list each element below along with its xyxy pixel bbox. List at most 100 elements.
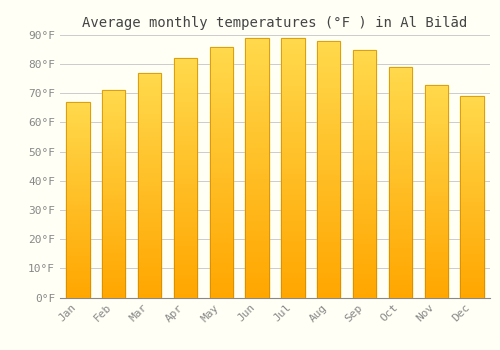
Bar [282,90,304,95]
Bar [174,111,197,116]
Bar [138,154,161,158]
Bar [66,176,90,180]
Bar [424,187,448,191]
Bar [317,82,340,87]
Bar [102,244,126,248]
Bar [246,282,268,287]
Bar [389,146,412,150]
Bar [353,228,376,233]
Bar [282,168,304,173]
Bar [102,119,126,124]
Bar [174,163,197,168]
Bar [138,163,161,167]
Bar [66,164,90,168]
Bar [424,293,448,298]
Bar [174,278,197,283]
Bar [460,197,483,201]
Bar [282,48,304,54]
Bar [210,237,233,242]
Bar [174,288,197,293]
Bar [317,133,340,138]
Bar [460,277,483,281]
Bar [210,47,233,298]
Bar [317,92,340,97]
Bar [246,79,268,85]
Bar [66,110,90,114]
Bar [317,138,340,143]
Bar [460,164,483,169]
Bar [317,107,340,113]
Bar [353,119,376,124]
Bar [138,127,161,131]
Bar [389,99,412,104]
Bar [174,226,197,231]
Bar [210,152,233,157]
Bar [424,153,448,157]
Bar [102,227,126,231]
Bar [424,148,448,153]
Bar [138,158,161,163]
Bar [102,190,126,194]
Bar [389,155,412,159]
Bar [246,38,268,43]
Bar [353,174,376,178]
Bar [66,153,90,157]
Bar [317,236,340,241]
Bar [460,217,483,221]
Bar [317,103,340,107]
Bar [424,212,448,217]
Bar [138,73,161,298]
Bar [174,116,197,120]
Bar [389,228,412,233]
Bar [317,246,340,251]
Bar [246,199,268,204]
Bar [282,194,304,199]
Bar [282,111,304,116]
Bar [138,230,161,235]
Bar [246,183,268,188]
Bar [389,141,412,146]
Bar [353,50,376,298]
Bar [282,152,304,158]
Bar [138,140,161,145]
Bar [460,189,483,193]
Bar [66,270,90,274]
Bar [102,107,126,111]
Bar [174,63,197,68]
Bar [66,231,90,235]
Bar [317,51,340,56]
Bar [353,278,376,283]
Bar [138,149,161,154]
Bar [317,123,340,128]
Bar [66,208,90,211]
Bar [317,220,340,226]
Bar [174,87,197,92]
Bar [460,116,483,120]
Bar [66,192,90,196]
Bar [389,67,412,298]
Bar [317,144,340,149]
Bar [102,90,126,298]
Bar [174,231,197,235]
Bar [66,251,90,254]
Bar [102,144,126,148]
Bar [389,127,412,132]
Bar [138,271,161,275]
Bar [210,172,233,177]
Bar [138,91,161,95]
Bar [317,72,340,77]
Bar [282,225,304,230]
Bar [102,215,126,219]
Bar [102,293,126,298]
Bar [246,230,268,235]
Bar [424,123,448,127]
Bar [460,233,483,237]
Bar [246,251,268,256]
Bar [282,183,304,188]
Bar [210,252,233,257]
Bar [66,149,90,153]
Bar [424,106,448,110]
Bar [102,248,126,252]
Bar [389,205,412,210]
Bar [353,213,376,218]
